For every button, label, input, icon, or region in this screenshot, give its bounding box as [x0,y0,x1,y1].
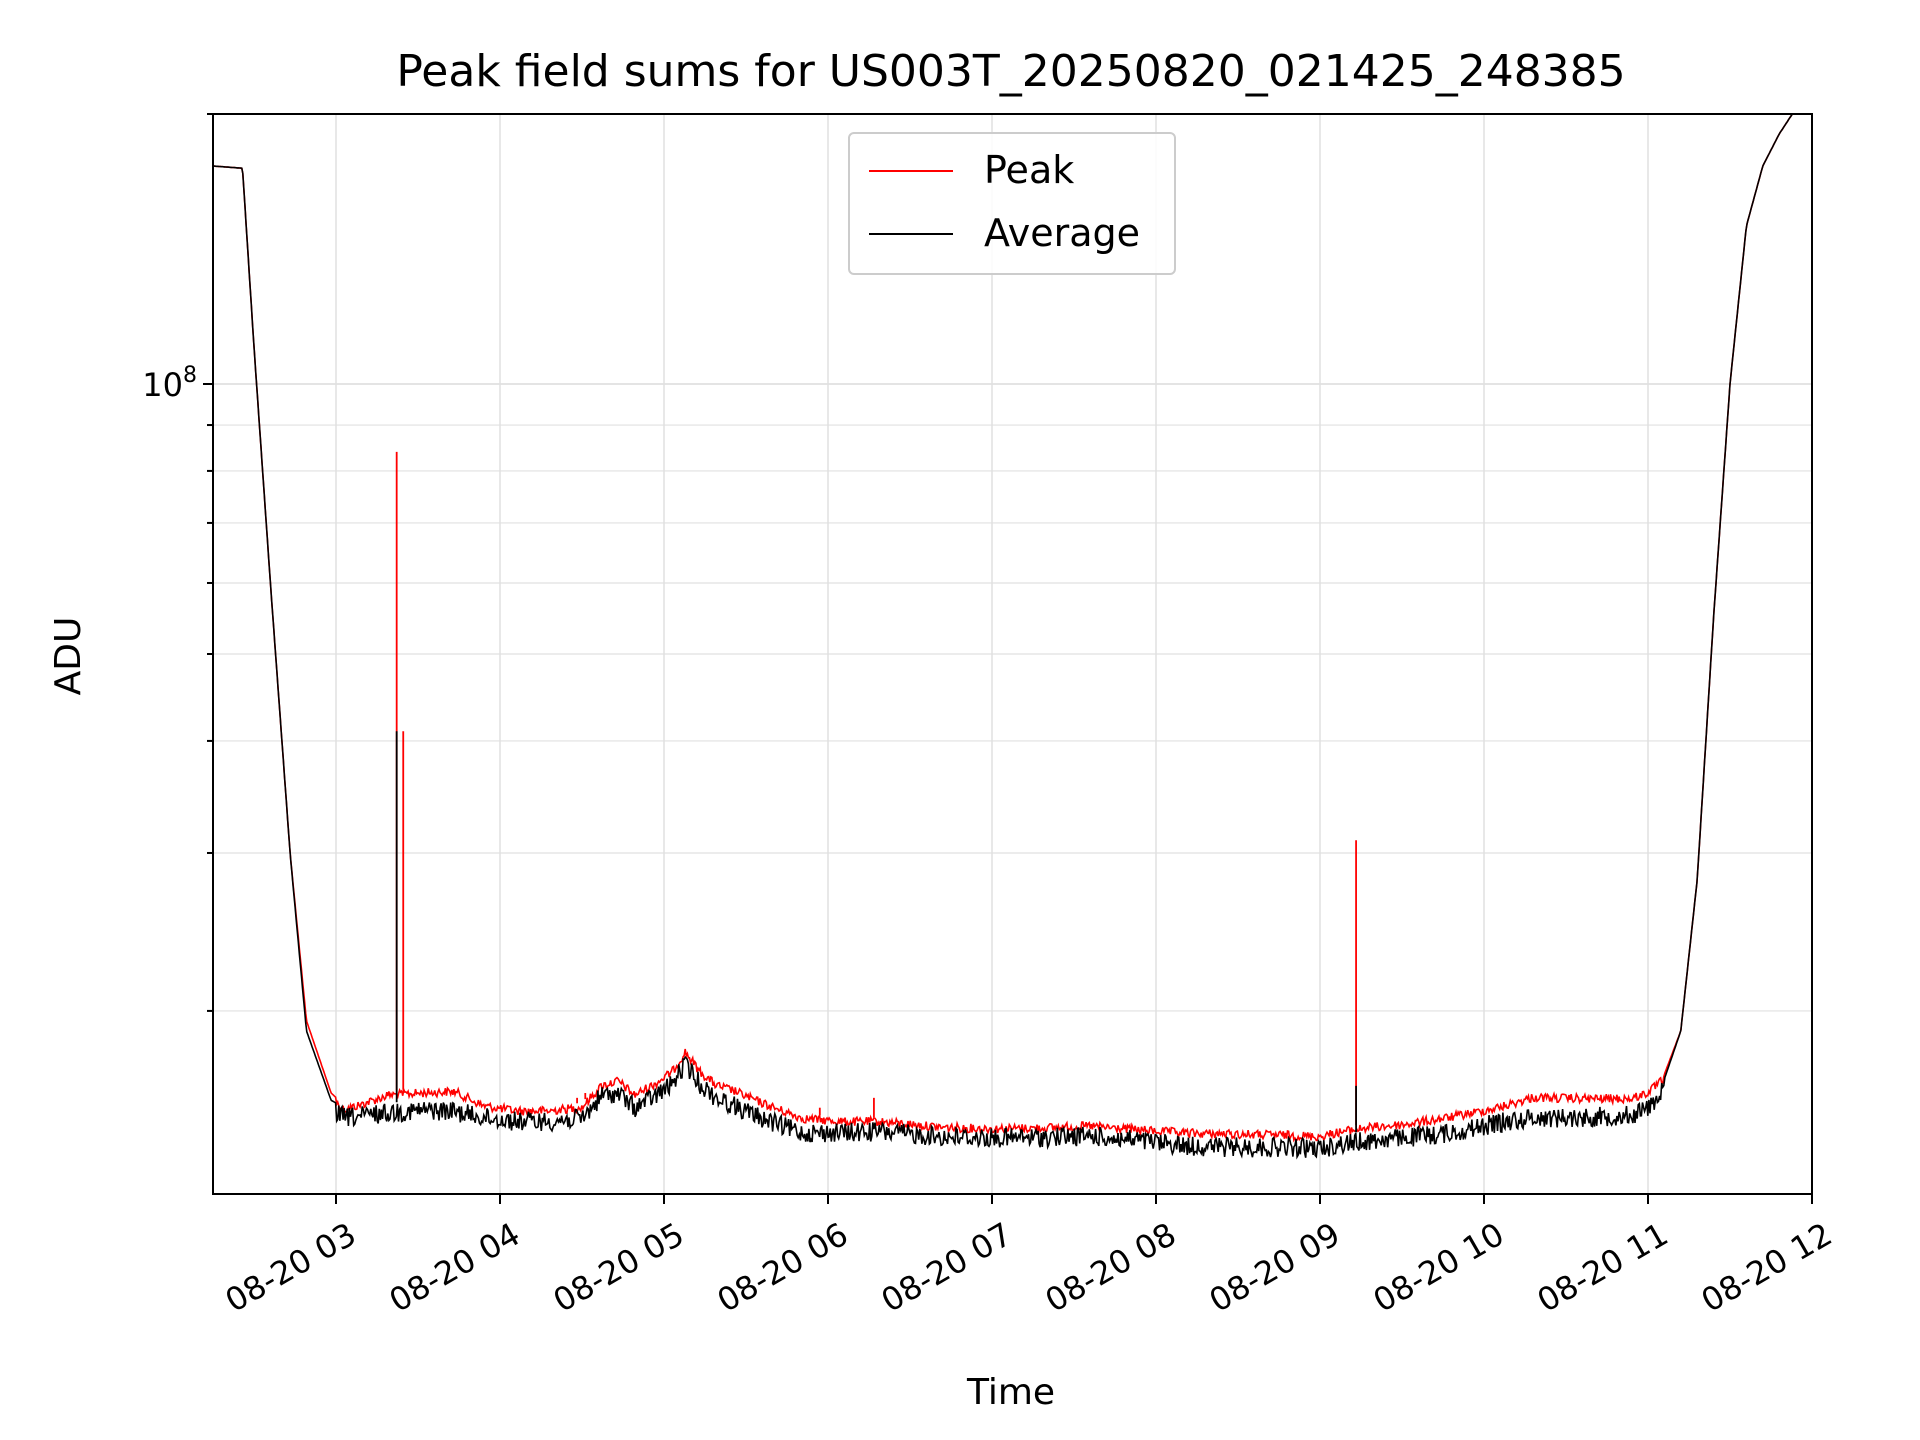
chart-title: Peak field sums for US003T_20250820_0214… [396,46,1625,97]
legend: Peak Average [848,132,1176,275]
plot-area [213,114,1795,1160]
y-tick-label: 108 [142,363,197,404]
series-line-peak [213,114,1795,1143]
y-axis: 108 [142,113,213,1012]
legend-label-average: Average [984,211,1140,255]
x-axis-label: Time [966,1372,1055,1413]
y-axis-label: ADU [48,617,89,696]
legend-label-peak: Peak [984,148,1074,192]
series-line-average [213,114,1795,1160]
legend-box [848,132,1176,275]
